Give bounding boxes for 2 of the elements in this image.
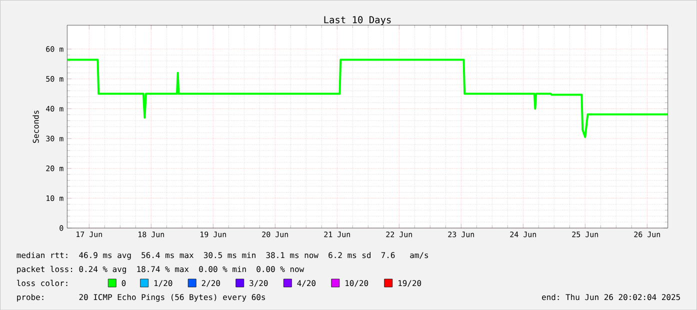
- chart-title: Last 10 Days: [324, 16, 391, 26]
- line-series: [67, 58, 668, 138]
